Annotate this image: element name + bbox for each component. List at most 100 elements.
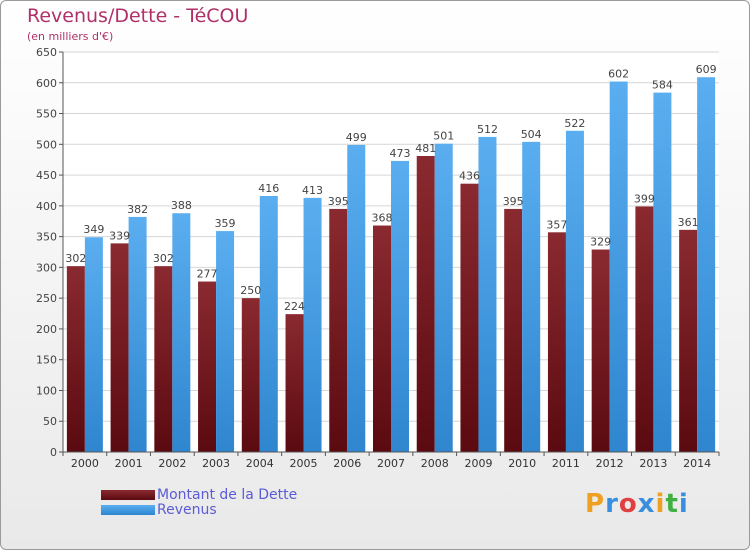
y-tick-label: 0 (50, 446, 57, 459)
x-tick-label: 2012 (596, 457, 624, 470)
x-tick-label: 2001 (115, 457, 143, 470)
data-label-revenue: 504 (521, 128, 542, 141)
logo-letter: t (665, 489, 679, 519)
bar-debt (285, 314, 304, 452)
bar-debt (154, 266, 173, 452)
y-tick-label: 350 (36, 231, 57, 244)
data-label-debt: 357 (546, 218, 567, 231)
data-label-debt: 399 (634, 192, 655, 205)
x-tick-label: 2008 (421, 457, 449, 470)
x-tick-label: 2005 (290, 457, 318, 470)
bar-debt (591, 249, 610, 452)
bar-debt (679, 229, 698, 452)
data-label-revenue: 413 (302, 184, 323, 197)
bar-revenue (391, 160, 409, 452)
logo-letter: i (655, 489, 666, 519)
data-label-debt: 224 (284, 300, 305, 313)
y-tick-label: 300 (36, 261, 57, 274)
x-tick-label: 2007 (377, 457, 405, 470)
bar-debt (198, 281, 217, 452)
x-tick-label: 2003 (202, 457, 230, 470)
legend-swatch-debt (101, 490, 155, 500)
data-label-revenue: 602 (608, 68, 629, 81)
bar-revenue (347, 144, 366, 452)
data-label-debt: 395 (503, 195, 524, 208)
bar-debt (635, 206, 654, 452)
x-tick-label: 2009 (464, 457, 492, 470)
bar-debt (373, 225, 391, 452)
bar-revenue (128, 216, 147, 452)
y-tick-label: 600 (36, 77, 57, 90)
legend-swatch-revenue (101, 505, 155, 515)
logo-letter: P (585, 489, 606, 519)
data-label-revenue: 522 (564, 117, 585, 130)
data-label-revenue: 388 (171, 199, 192, 212)
bar-revenue (434, 143, 453, 452)
chart-title: Revenus/Dette - TéCOU (27, 5, 249, 27)
proxiti-logo: Proxiti (585, 489, 689, 519)
y-tick-label: 100 (36, 384, 57, 397)
data-label-revenue: 499 (346, 131, 367, 144)
x-tick-label: 2006 (333, 457, 361, 470)
y-tick-label: 200 (36, 323, 57, 336)
data-label-debt: 302 (65, 252, 86, 265)
x-tick-label: 2014 (683, 457, 711, 470)
data-label-revenue: 349 (83, 223, 104, 236)
chart-subtitle: (en milliers d'€) (27, 30, 114, 43)
bar-debt (241, 298, 260, 452)
bar-debt (66, 266, 85, 452)
x-tick-label: 2010 (508, 457, 536, 470)
legend-label-revenue: Revenus (157, 502, 217, 518)
y-tick-label: 400 (36, 200, 57, 213)
bar-revenue (84, 237, 103, 452)
data-label-revenue: 416 (258, 182, 279, 195)
data-label-debt: 329 (590, 236, 611, 249)
x-tick-label: 2002 (158, 457, 186, 470)
logo-letter: r (605, 489, 619, 519)
data-label-debt: 368 (372, 212, 393, 225)
bar-revenue (697, 77, 716, 452)
bar-revenue (259, 196, 278, 452)
data-label-debt: 436 (459, 170, 480, 183)
data-label-debt: 277 (197, 268, 218, 281)
y-tick-label: 550 (36, 108, 57, 121)
bar-revenue (478, 136, 497, 452)
bar-debt (329, 208, 348, 452)
logo-letter: o (618, 489, 638, 519)
data-label-debt: 361 (678, 216, 699, 229)
legend-item-revenue: Revenus (101, 502, 217, 518)
x-tick-label: 2004 (246, 457, 274, 470)
y-tick-label: 650 (36, 46, 57, 59)
data-label-revenue: 473 (390, 147, 411, 160)
x-tick-label: 2000 (71, 457, 99, 470)
bar-debt (460, 183, 479, 452)
bar-revenue (609, 81, 628, 453)
bar-debt (110, 243, 129, 452)
data-label-debt: 481 (415, 142, 436, 155)
bar-debt (416, 156, 435, 452)
bar-debt (504, 208, 523, 452)
data-label-revenue: 584 (652, 79, 673, 92)
y-tick-label: 50 (43, 415, 57, 428)
logo-letter: x (637, 489, 656, 519)
data-label-revenue: 382 (127, 203, 148, 216)
legend-label-debt: Montant de la Dette (157, 487, 298, 503)
bar-revenue (216, 231, 235, 452)
y-tick-label: 450 (36, 169, 57, 182)
bar-revenue (653, 92, 672, 452)
data-label-revenue: 512 (477, 123, 498, 136)
y-tick-label: 250 (36, 292, 57, 305)
bar-debt (547, 232, 566, 452)
data-label-revenue: 609 (696, 63, 717, 76)
y-tick-label: 500 (36, 138, 57, 151)
y-tick-label: 150 (36, 354, 57, 367)
data-label-revenue: 501 (433, 130, 454, 143)
data-label-revenue: 359 (215, 217, 236, 230)
bar-revenue (303, 197, 322, 452)
data-label-debt: 395 (328, 195, 349, 208)
data-label-debt: 250 (240, 284, 261, 297)
x-tick-label: 2013 (639, 457, 667, 470)
bar-revenue (565, 130, 584, 452)
data-label-debt: 339 (109, 229, 130, 242)
